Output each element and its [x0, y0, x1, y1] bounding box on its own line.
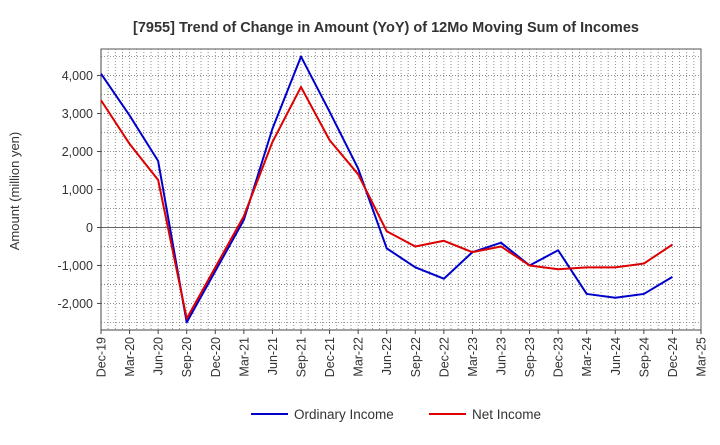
grid	[100, 48, 702, 331]
x-tick-label: Jun-20	[152, 337, 166, 375]
x-tick-label: Sep-21	[295, 337, 309, 377]
y-tick-label: 0	[86, 221, 93, 235]
x-tick-label: Sep-24	[637, 337, 651, 377]
tick-labels: -2,000 -1,000 0 1,000 2,000 3,000 4,000 Dec-19 M…	[58, 69, 709, 377]
y-axis-label: Amount (million yen)	[7, 132, 22, 251]
series-line-ordinary-income	[100, 55, 673, 324]
legend-label: Net Income	[472, 407, 541, 422]
y-tick-label: -2,000	[58, 297, 93, 311]
x-tick-label: Mar-21	[237, 337, 251, 377]
axes	[97, 49, 702, 334]
y-tick-label: -1,000	[58, 259, 93, 273]
x-tick-label: Mar-22	[352, 337, 366, 377]
x-tick-label: Mar-25	[695, 337, 709, 377]
x-tick-label: Mar-20	[123, 337, 137, 377]
y-tick-label: 4,000	[62, 69, 93, 83]
x-tick-label: Sep-23	[523, 337, 537, 377]
series-line-net-income	[100, 85, 673, 320]
chart-title: [7955] Trend of Change in Amount (YoY) o…	[133, 20, 639, 36]
x-tick-label: Dec-22	[437, 337, 451, 377]
y-tick-label: 1,000	[62, 183, 93, 197]
legend: Ordinary Income Net Income	[251, 407, 541, 422]
legend-label: Ordinary Income	[294, 407, 394, 422]
x-tick-label: Dec-21	[323, 337, 337, 377]
x-tick-label: Jun-23	[495, 337, 509, 375]
x-tick-label: Jun-22	[380, 337, 394, 375]
x-tick-label: Jun-24	[609, 337, 623, 375]
y-tick-label: 2,000	[62, 145, 93, 159]
x-tick-label: Mar-24	[580, 337, 594, 377]
y-tick-label: 3,000	[62, 107, 93, 121]
x-tick-label: Sep-20	[180, 337, 194, 377]
series-lines	[100, 55, 673, 324]
x-tick-label: Dec-24	[666, 337, 680, 377]
x-tick-label: Jun-21	[266, 337, 280, 375]
x-tick-label: Sep-22	[409, 337, 423, 377]
x-tick-label: Dec-23	[552, 337, 566, 377]
x-tick-label: Dec-20	[209, 337, 223, 377]
x-tick-label: Dec-19	[95, 337, 109, 377]
x-tick-label: Mar-23	[466, 337, 480, 377]
